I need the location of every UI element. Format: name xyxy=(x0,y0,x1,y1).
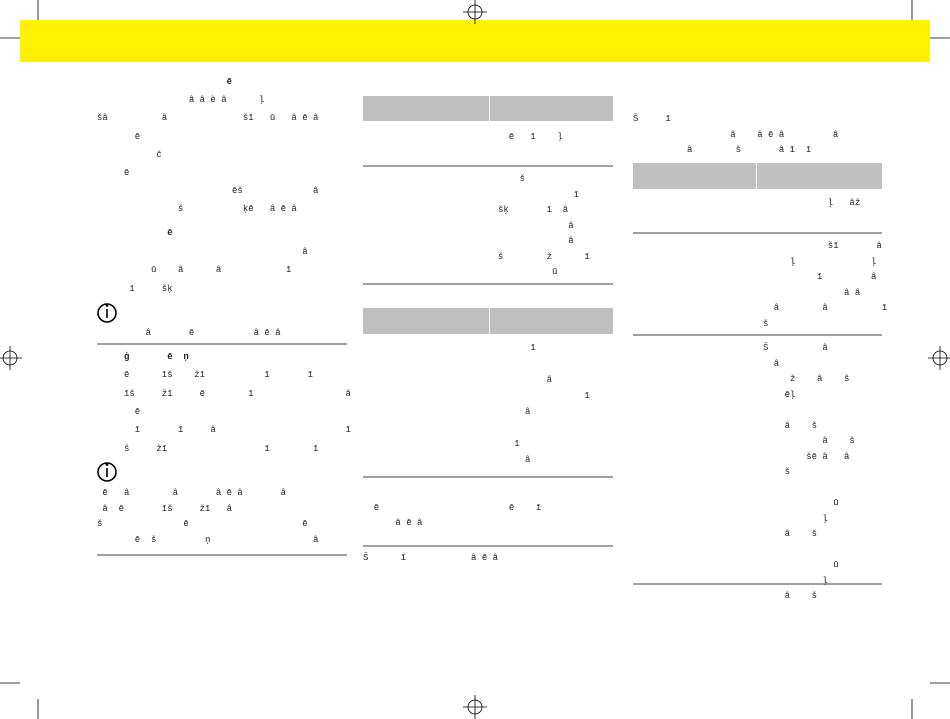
text-line: ī xyxy=(498,391,590,401)
text-line: â xyxy=(97,246,308,257)
table-headers xyxy=(363,96,882,334)
text-line: ē ī ļ xyxy=(498,132,563,142)
text-line: Š â xyxy=(763,343,828,353)
text-line: ū xyxy=(498,267,558,277)
text-line: ī â xyxy=(763,272,877,282)
text-line: š ž ī xyxy=(498,251,590,262)
text-line: ēš â xyxy=(97,186,319,197)
text-line: ļ xyxy=(763,513,828,524)
text-line: ē ē ī xyxy=(363,503,542,513)
text-line: ē xyxy=(97,228,173,238)
text-line: â â ī xyxy=(763,303,888,313)
text-line: š ē ē xyxy=(97,519,308,529)
text-line: ē â â â ē â â xyxy=(97,488,287,498)
text-line: â xyxy=(498,455,531,465)
text-line: ī xyxy=(498,343,536,353)
text-line: šķ ī â xyxy=(498,205,569,215)
text-line: ū xyxy=(763,560,839,570)
text-line: â â ē â â xyxy=(633,129,839,140)
text-line: ē xyxy=(97,406,141,417)
rules xyxy=(97,165,882,585)
text-line: ž â š xyxy=(763,374,850,384)
text-line: â xyxy=(498,220,574,231)
text-line: ī xyxy=(498,439,520,449)
info-icons xyxy=(97,303,117,482)
text-line: ū xyxy=(763,498,839,508)
text-line: ģ ē ņ xyxy=(97,352,189,362)
text-line: â xyxy=(498,407,531,417)
text-line: ēļ xyxy=(763,389,796,400)
text-line: â ē â xyxy=(363,518,423,528)
text-line: š xyxy=(763,318,769,329)
text-line: â š xyxy=(763,529,818,539)
text-line: ē š ņ â xyxy=(97,534,319,545)
text-line: ē īš žī ī ī xyxy=(97,370,314,381)
text-line: šē â â xyxy=(763,451,850,462)
text-line: â š xyxy=(763,436,855,446)
text-line: ē xyxy=(97,131,141,142)
text-line: â xyxy=(498,236,574,246)
text-line: ī šķ xyxy=(97,284,173,295)
text-line: â â è â ļ xyxy=(97,95,265,106)
text-line: â š xyxy=(763,420,818,431)
text-line: š xyxy=(763,467,791,477)
text-line: š xyxy=(498,174,526,184)
text-line: Š ī xyxy=(633,114,671,124)
text-line: šâ â šī ū â ē â xyxy=(97,113,319,124)
text-line: ļ âž xyxy=(763,198,861,208)
text-line: â xyxy=(763,358,780,369)
text-line: â xyxy=(498,375,553,385)
header-bar xyxy=(20,20,930,62)
text-line: â š â ī ī xyxy=(633,145,812,155)
text-line: ē xyxy=(97,77,233,87)
text-line: šī â xyxy=(763,241,882,251)
text-line: ļ xyxy=(763,575,828,586)
text-line: ē xyxy=(97,168,130,178)
text-line: ū â â ī xyxy=(97,265,292,276)
text-line: â ē īš žī â xyxy=(97,503,233,514)
text-line: š ķē â ē â xyxy=(97,204,297,215)
text-line: īš žī ē ī â xyxy=(97,388,351,399)
text-line: č xyxy=(97,149,162,160)
text-line: â š xyxy=(763,591,818,601)
text-line: â â xyxy=(763,287,861,298)
text-line: ī xyxy=(498,189,580,200)
text-line: ļ ļ xyxy=(763,256,877,267)
text-line: ī ī â ī xyxy=(97,425,351,436)
text-line: Š ī â ē â xyxy=(363,553,499,563)
text-line: š žī ī ī xyxy=(97,443,319,454)
text-line: â ē â ē â xyxy=(97,328,281,338)
